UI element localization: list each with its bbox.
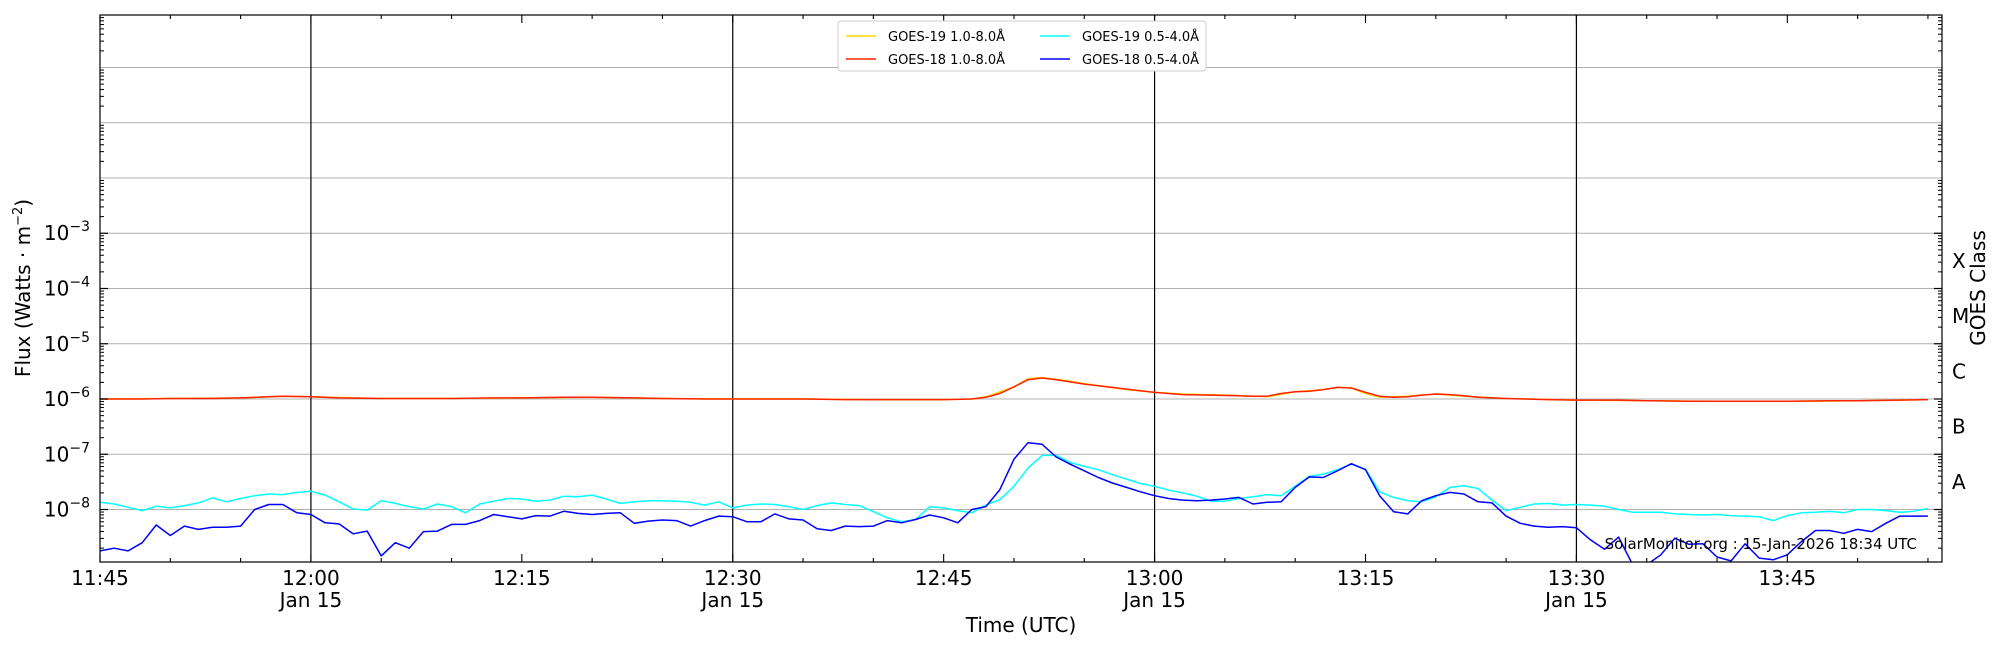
x-tick-date-label: Jan 15 — [278, 588, 343, 612]
x-tick-label: 13:15 — [1337, 566, 1395, 590]
x-tick-label: 12:15 — [493, 566, 551, 590]
y-tick-label: 10−5 — [44, 330, 90, 356]
y-axis-label-text: Flux (Watts · m — [11, 226, 35, 377]
goes-class-label: X — [1952, 249, 1966, 273]
series-line-2 — [100, 377, 1928, 402]
x-tick-label: 13:45 — [1759, 566, 1817, 590]
series-lines — [100, 376, 1929, 562]
goes-class-label: M — [1952, 304, 1969, 328]
x-tick-date-label: Jan 15 — [1121, 588, 1186, 612]
x-tick-label: 13:00 — [1126, 566, 1184, 590]
x-tick-label: 11:45 — [71, 566, 129, 590]
legend-entry-label: GOES-19 0.5-4.0Å — [1082, 29, 1199, 45]
legend: GOES-19 1.0-8.0Å GOES-18 1.0-8.0Å GOES-19 … — [837, 20, 1207, 72]
x-tick-label: 13:30 — [1548, 566, 1606, 590]
y-axis-label-close: ) — [11, 199, 35, 207]
goes-class-label: A — [1952, 470, 1966, 494]
goes-class-label: C — [1952, 359, 1966, 383]
goes-class-label: B — [1952, 415, 1966, 439]
date-divider-lines — [310, 15, 1578, 562]
series-line-4 — [100, 441, 1928, 562]
series-line-3 — [100, 454, 1929, 523]
x-tick-label: 12:30 — [704, 566, 762, 590]
legend-entry-label: GOES-18 1.0-8.0Å — [888, 52, 1005, 68]
legend-box — [837, 20, 1207, 72]
y-tick-label: 10−8 — [44, 496, 90, 522]
y-tick-label: 10−6 — [44, 385, 90, 411]
x-tick-date-label: Jan 15 — [1543, 588, 1608, 612]
series-line-1 — [100, 376, 1928, 402]
legend-entry-label: GOES-18 0.5-4.0Å — [1082, 52, 1199, 68]
grid-lines — [100, 66, 1942, 511]
y-tick-label: 10−7 — [44, 440, 90, 466]
x-tick-label: 12:00 — [282, 566, 340, 590]
x-tick-date-label: Jan 15 — [699, 588, 764, 612]
x-axis-label: Time (UTC) — [965, 613, 1077, 637]
x-tick-label: 12:45 — [915, 566, 973, 590]
goes-class-axis-label: GOES Class — [1966, 230, 1990, 346]
watermark: SolarMonitor.org : 15-Jan-2026 18:34 UTC — [1605, 535, 1917, 553]
legend-entry-label: GOES-19 1.0-8.0Å — [888, 29, 1005, 45]
y-tick-label: 10−3 — [44, 219, 90, 245]
y-axis-label-exponent: −2 — [11, 207, 26, 226]
y-axis-label: Flux (Watts · m−2) — [11, 199, 35, 377]
y-tick-label: 10−4 — [44, 275, 90, 301]
